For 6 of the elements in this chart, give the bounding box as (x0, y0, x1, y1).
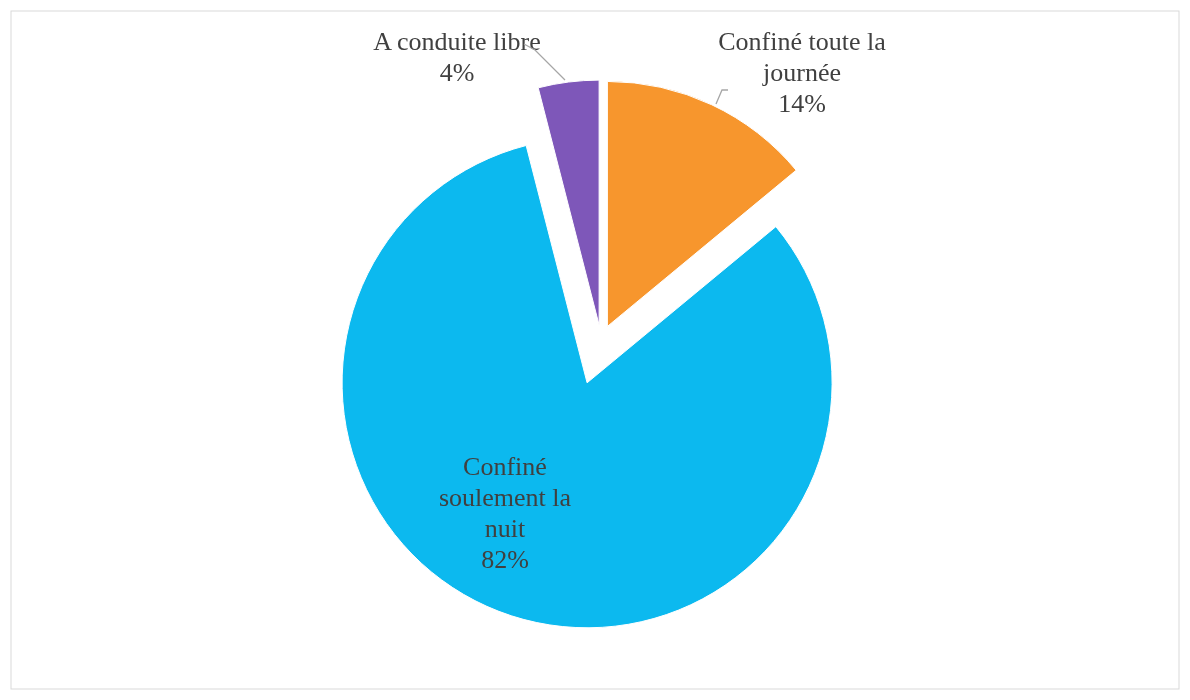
slice-label: Confiné toute la journée (718, 27, 887, 87)
data-label: 82% (481, 545, 529, 574)
slice-label: A conduite libre (373, 27, 541, 56)
data-label: 14% (778, 89, 826, 118)
slice-label: Confiné soulement la nuit (438, 452, 572, 543)
data-label: 4% (439, 58, 475, 87)
